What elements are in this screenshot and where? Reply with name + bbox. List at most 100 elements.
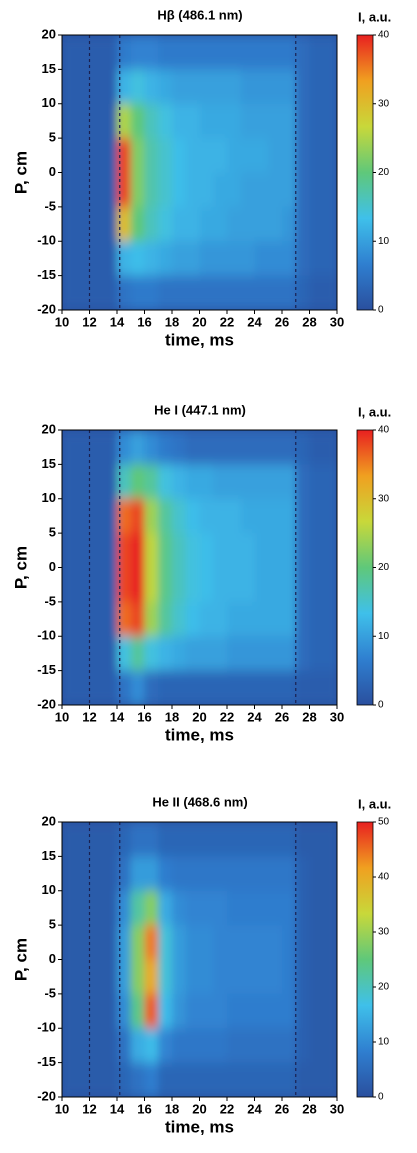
- heatmap-cell: [282, 103, 297, 139]
- heatmap-cell: [158, 822, 173, 857]
- x-tick-label: 12: [82, 1101, 96, 1116]
- y-tick-label: 0: [49, 951, 56, 966]
- heatmap-cell: [227, 636, 242, 672]
- heatmap-cell: [89, 670, 104, 705]
- heatmap-cell: [158, 925, 173, 960]
- heatmap-cell: [323, 206, 337, 242]
- heatmap-cell: [213, 275, 228, 310]
- heatmap-cell: [172, 138, 187, 173]
- heatmap-cell: [62, 890, 77, 926]
- heatmap-cell: [240, 993, 255, 1029]
- heatmap-cell: [268, 822, 283, 857]
- heatmap-cell: [295, 636, 310, 672]
- heatmap-cell: [254, 275, 269, 310]
- heatmap-cell: [130, 890, 145, 926]
- heatmap-cell: [172, 533, 187, 568]
- heatmap-cell: [295, 959, 310, 995]
- heatmap-cell: [144, 925, 159, 960]
- heatmap-cell: [323, 172, 337, 208]
- heatmap-cell: [213, 1062, 228, 1097]
- heatmap-cell: [172, 601, 187, 637]
- x-tick-label: 30: [330, 709, 344, 724]
- heatmap-cell: [268, 890, 283, 926]
- heatmap-cell: [240, 69, 255, 105]
- heatmap-cell: [213, 567, 228, 603]
- heatmap-cell: [282, 1028, 297, 1064]
- heatmap-cell: [213, 890, 228, 926]
- heatmap-cell: [268, 138, 283, 173]
- heatmap-cell: [323, 822, 337, 857]
- heatmap-cell: [213, 959, 228, 995]
- heatmap-cell: [268, 275, 283, 310]
- heatmap-cell: [309, 670, 324, 705]
- heatmap-cell: [75, 993, 90, 1029]
- y-tick-label: 0: [49, 559, 56, 574]
- heatmap-cell: [103, 69, 118, 105]
- heatmap-cell: [268, 1028, 283, 1064]
- heatmap-cell: [323, 241, 337, 277]
- heatmap-cell: [103, 533, 118, 568]
- heatmap-cell: [227, 670, 242, 705]
- heatmap-cell: [62, 567, 77, 603]
- colorbar-label: I, a.u.: [358, 9, 391, 24]
- heatmap-cell: [323, 464, 337, 500]
- heatmap-cell: [199, 430, 214, 465]
- heatmap-cell: [240, 103, 255, 139]
- heatmap-cell: [227, 1028, 242, 1064]
- heatmap-cell: [282, 567, 297, 603]
- y-tick-label: -5: [44, 593, 56, 608]
- heatmap-cell: [227, 206, 242, 242]
- heatmap-cell: [254, 890, 269, 926]
- heatmap-cell: [130, 670, 145, 705]
- heatmap-cell: [185, 172, 200, 208]
- heatmap-cell: [213, 241, 228, 277]
- x-tick-label: 18: [165, 314, 179, 329]
- heatmap-cell: [295, 430, 310, 465]
- heatmap-cell: [199, 275, 214, 310]
- heatmap-cell: [172, 822, 187, 857]
- heatmap-cell: [75, 822, 90, 857]
- heatmap-cell: [227, 567, 242, 603]
- heatmap-cell: [130, 601, 145, 637]
- chart-title: Hβ (486.1 nm): [157, 7, 242, 22]
- heatmap-cell: [117, 103, 132, 139]
- heatmap-cell: [240, 601, 255, 637]
- heatmap-cell: [103, 206, 118, 242]
- heatmap-cell: [117, 35, 132, 70]
- heatmap-cell: [213, 172, 228, 208]
- heatmap-cell: [240, 533, 255, 568]
- heatmap-cell: [158, 138, 173, 173]
- heatmap-cell: [282, 35, 297, 70]
- heatmap-cell: [240, 498, 255, 534]
- heatmap-cell: [117, 430, 132, 465]
- heatmap-cell: [268, 959, 283, 995]
- heatmap-cell: [62, 856, 77, 892]
- heatmap-cell: [62, 464, 77, 500]
- heatmap-cell: [144, 241, 159, 277]
- heatmap-cell: [199, 103, 214, 139]
- heatmap-cell: [158, 670, 173, 705]
- heatmap-cell: [240, 959, 255, 995]
- heatmap-cells: [62, 430, 337, 705]
- heatmap-cell: [254, 103, 269, 139]
- heatmap-cell: [268, 241, 283, 277]
- heatmap-cell: [89, 890, 104, 926]
- y-tick-label: 15: [42, 456, 56, 471]
- heatmap-cell: [295, 206, 310, 242]
- heatmap-cell: [309, 959, 324, 995]
- heatmap-cell: [213, 69, 228, 105]
- heatmap-cell: [62, 138, 77, 173]
- heatmap-cell: [268, 670, 283, 705]
- heatmap-cell: [309, 172, 324, 208]
- heatmap-cell: [130, 138, 145, 173]
- heatmap-cell: [227, 822, 242, 857]
- heatmap-cell: [268, 464, 283, 500]
- heatmap-cell: [199, 172, 214, 208]
- heatmap-cell: [213, 601, 228, 637]
- heatmap-cell: [117, 172, 132, 208]
- heatmap-cell: [75, 103, 90, 139]
- heatmap-cell: [172, 925, 187, 960]
- colorbar-tick-label: 10: [378, 236, 390, 247]
- heatmap-cell: [103, 241, 118, 277]
